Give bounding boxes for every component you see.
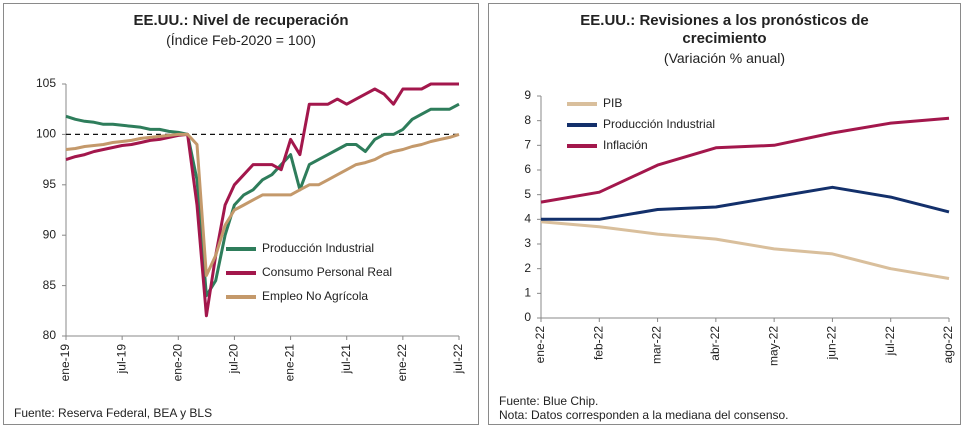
x-tick-label: jun-22 [825, 326, 839, 361]
y-tick-label: 5 [524, 187, 531, 201]
x-tick-label: abr-22 [708, 326, 722, 361]
note: Fuente: Blue Chip. [499, 394, 598, 408]
x-tick-label: ene-20 [170, 344, 184, 382]
legend-label: Consumo Personal Real [262, 265, 392, 279]
x-tick-label: jul-20 [227, 344, 241, 375]
y-tick-label: 0 [524, 310, 531, 324]
y-tick-label: 1 [524, 286, 531, 300]
y-tick-label: 6 [524, 162, 531, 176]
chart: 0 1 2 3 4 5 6 7 8 9 ene-22 feb-22 mar-22 abr-22 may-22… [499, 88, 955, 422]
chart: 80 85 90 95 100 105 ene-19 jul-19 ene-20 jul-20 en… [14, 76, 465, 420]
legend-label: Producción Industrial [603, 117, 715, 131]
note: Nota: Datos corresponden a la mediana de… [499, 408, 789, 422]
x-tick-label: jul-22 [451, 344, 465, 375]
y-tick-label: 95 [43, 177, 57, 191]
legend-label: Producción Industrial [262, 241, 374, 255]
line-series [541, 185, 950, 221]
chart-title: EE.UU.: Nivel de recuperación [133, 12, 349, 29]
chart-title: EE.UU.: Revisiones a los pronósticos de … [580, 12, 869, 47]
y-tick-label: 105 [36, 76, 56, 90]
note: Fuente: Reserva Federal, BEA y BLS [14, 406, 212, 420]
y-tick-label: 7 [524, 138, 531, 152]
line-series [65, 82, 459, 318]
panel: EE.UU.: Nivel de recuperación (Índice Fe… [3, 3, 479, 425]
y-tick-label: 85 [43, 278, 57, 292]
y-tick-label: 4 [524, 212, 531, 226]
x-tick-label: ene-19 [58, 344, 72, 382]
x-tick-label: jul-19 [114, 344, 128, 375]
line-series [65, 132, 460, 277]
line-series [540, 116, 950, 204]
x-tick-label: ene-22 [395, 344, 409, 382]
y-tick-label: 2 [524, 261, 531, 275]
x-tick-label: ene-21 [283, 344, 297, 382]
x-tick-label: jul-22 [883, 326, 897, 357]
x-tick-label: ene-22 [533, 326, 547, 364]
x-tick-label: jul-21 [339, 344, 353, 375]
y-tick-label: 100 [36, 127, 56, 141]
x-tick-label: mar-22 [650, 326, 664, 364]
x-tick-label: may-22 [766, 326, 780, 366]
legend-label: PIB [603, 96, 622, 110]
chart-subtitle: (Variación % anual) [663, 50, 786, 66]
panel: EE.UU.: Revisiones a los pronósticos de … [488, 3, 961, 425]
y-tick-label: 8 [524, 113, 531, 127]
line-series [65, 102, 460, 298]
x-tick-label: feb-22 [591, 326, 605, 360]
legend-label: Inflación [603, 138, 648, 152]
line-series [540, 220, 950, 280]
y-tick-label: 90 [43, 227, 57, 241]
chart-subtitle: (Índice Feb-2020 = 100) [166, 32, 316, 48]
x-tick-label: ago-22 [941, 326, 955, 364]
legend-label: Empleo No Agrícola [262, 289, 368, 303]
y-tick-label: 3 [524, 236, 531, 250]
y-tick-label: 80 [43, 328, 57, 342]
y-tick-label: 9 [524, 88, 531, 102]
